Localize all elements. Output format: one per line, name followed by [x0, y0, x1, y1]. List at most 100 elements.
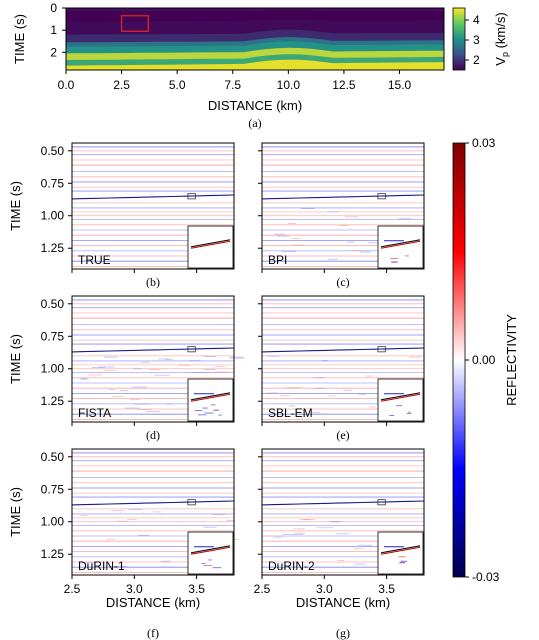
- inset-red-reflector: [190, 240, 231, 249]
- x-tick-label: 2.5: [254, 582, 271, 596]
- panel-label: FISTA: [78, 406, 111, 420]
- reflector-line: [71, 347, 235, 353]
- reflectivity-colorbar-ticks: 0.03 0.00 -0.03: [465, 136, 500, 584]
- inset-target-box: [187, 346, 196, 353]
- x-tick-label: 12.5: [332, 78, 356, 92]
- reflectivity-axes: 0.50 0.75 1.00 1.25 TIME (s) (b) (c) 0.50 0.75 1.…: [8, 144, 395, 640]
- inset-black-reflector: [380, 545, 421, 554]
- inset-red-reflector: [190, 393, 231, 402]
- inset-frame: [187, 531, 234, 575]
- y-axis-label: TIME (s): [12, 14, 27, 64]
- panel-label: TRUE: [78, 253, 111, 267]
- reflectivity-colorbar-label: REFLECTIVITY: [504, 314, 519, 406]
- panel-frame: [261, 142, 425, 270]
- velocity-colorbar-label: Vp (km/s): [493, 12, 510, 65]
- velocity-model-panel: 0.0 2.5 5.0 7.5 10.0 12.5 15.0 0 1 2 DISTANCE (k…: [12, 1, 510, 130]
- colorbar-tick-label: 4: [473, 13, 480, 27]
- velocity-layers: [66, 9, 444, 71]
- colorbar-tick-label: 3: [473, 33, 480, 47]
- inset-red-reflector: [380, 393, 421, 402]
- reflector-line: [71, 194, 235, 200]
- panel-fista: FISTA: [71, 295, 245, 423]
- panel-frame: [261, 448, 425, 576]
- reflectivity-panels: TRUE BPI FISTA SBL-EM DuRIN-1 DuRIN-2: [71, 142, 425, 576]
- y-axis-ticks: 0 1 2: [50, 1, 66, 59]
- x-tick-label: 0.0: [58, 78, 75, 92]
- panel-durin-1: DuRIN-1: [71, 448, 240, 576]
- reflectivity-colorbar: [452, 142, 466, 578]
- y-tick-label: 1.25: [41, 394, 65, 408]
- highlight-box: [120, 15, 149, 32]
- x-axis-label: DISTANCE (km): [296, 595, 390, 610]
- inset-target-box: [187, 193, 196, 200]
- colorbar-tick-label: 2: [473, 53, 480, 67]
- velocity-layer: [66, 59, 444, 70]
- y-tick-label: 0.75: [41, 176, 65, 190]
- colorbar-tick-label: 0.00: [472, 353, 496, 367]
- colorbar-label-rest: (km/s): [493, 12, 508, 52]
- panel-caption: (e): [336, 428, 349, 442]
- inset-target-box: [377, 193, 386, 200]
- y-tick-label: 0.50: [41, 450, 65, 464]
- y-tick-label: 1.25: [41, 547, 65, 561]
- y-axis-label: TIME (s): [8, 334, 23, 384]
- x-tick-label: 3.5: [378, 582, 395, 596]
- inset-zoom: [187, 531, 234, 575]
- inset-black-reflector: [380, 392, 421, 401]
- inset-target-box: [377, 499, 386, 506]
- panel-caption: (b): [146, 275, 160, 289]
- inset-red-reflector: [380, 240, 421, 249]
- y-tick-label: 0.50: [41, 297, 65, 311]
- inset-frame: [377, 225, 424, 269]
- panel-true: TRUE: [71, 142, 235, 270]
- panel-caption: (g): [336, 626, 350, 640]
- panel-frame: [261, 295, 425, 423]
- inset-frame: [187, 225, 234, 269]
- x-tick-label: 3.0: [126, 582, 143, 596]
- panel-bpi: BPI: [261, 142, 425, 270]
- y-tick-label: 1.00: [41, 362, 65, 376]
- panel-frame: [71, 295, 235, 423]
- reflector-line: [261, 500, 425, 506]
- inset-frame: [377, 378, 424, 422]
- inset-frame: [377, 531, 424, 575]
- inset-black-reflector: [190, 545, 231, 554]
- panel-label: BPI: [268, 253, 287, 267]
- x-tick-label: 7.5: [224, 78, 241, 92]
- x-tick-label: 3.0: [316, 582, 333, 596]
- panel-caption: (d): [146, 428, 160, 442]
- reflector-line: [261, 347, 425, 353]
- panel-label: DuRIN-2: [268, 559, 315, 573]
- velocity-model-frame: [65, 7, 445, 71]
- x-axis-ticks: 0.0 2.5 5.0 7.5 10.0 12.5 15.0: [58, 70, 412, 92]
- inset-target-box: [377, 346, 386, 353]
- x-tick-label: 15.0: [388, 78, 412, 92]
- y-tick-label: 0: [50, 1, 57, 15]
- colorbar-label-main: V: [493, 57, 508, 66]
- panel-label: DuRIN-1: [78, 559, 125, 573]
- panel-sbl-em: SBL-EM: [261, 295, 425, 423]
- inset-zoom: [377, 225, 424, 269]
- inset-target-box: [187, 499, 196, 506]
- y-axis-label: TIME (s): [8, 181, 23, 231]
- x-tick-label: 10.0: [277, 78, 301, 92]
- inset-red-reflector: [190, 546, 231, 555]
- y-tick-label: 0.50: [41, 144, 65, 158]
- inset-zoom: [377, 378, 424, 422]
- caption-a: (a): [248, 116, 261, 130]
- y-tick-label: 1.00: [41, 209, 65, 223]
- panel-durin-2: DuRIN-2: [261, 448, 425, 576]
- y-axis-label: TIME (s): [8, 487, 23, 537]
- y-tick-label: 2: [50, 45, 57, 59]
- inset-frame: [187, 378, 234, 422]
- inset-black-reflector: [380, 239, 421, 248]
- y-tick-label: 1.00: [41, 515, 65, 529]
- reflector-line: [261, 194, 425, 200]
- colorbar-label-sub: p: [500, 52, 510, 57]
- inset-zoom: [187, 378, 234, 422]
- x-tick-label: 3.5: [188, 582, 205, 596]
- inset-red-reflector: [380, 546, 421, 555]
- panel-caption: (f): [147, 626, 159, 640]
- colorbar-tick-label: 0.03: [472, 136, 496, 150]
